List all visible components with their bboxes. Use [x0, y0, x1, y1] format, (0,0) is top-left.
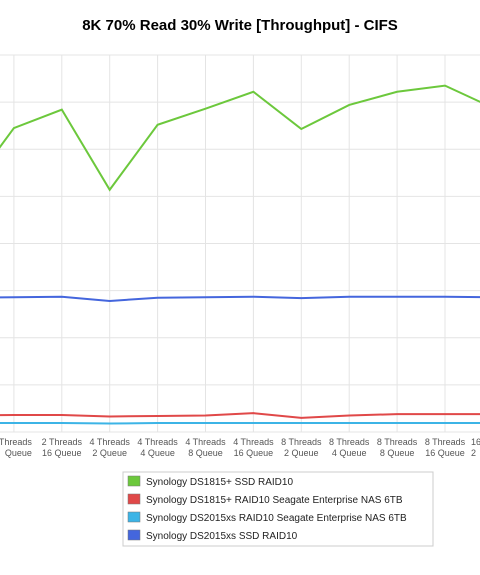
x-tick-label: 8 Threads	[377, 437, 418, 447]
x-tick-label: Queue	[5, 448, 32, 458]
x-tick-label: 4 Threads	[185, 437, 226, 447]
x-tick-label: 16	[471, 437, 480, 447]
legend-swatch	[127, 511, 141, 523]
x-tick-label: 2	[471, 448, 476, 458]
x-tick-label: 2 Queue	[92, 448, 127, 458]
x-tick-label: 8 Threads	[425, 437, 466, 447]
x-tick-label: Threads	[0, 437, 32, 447]
x-tick-label: 4 Threads	[90, 437, 131, 447]
legend-label: Synology DS2015xs RAID10 Seagate Enterpr…	[146, 513, 407, 524]
legend-label: Synology DS1815+ RAID10 Seagate Enterpri…	[146, 495, 403, 506]
x-tick-label: 8 Threads	[329, 437, 370, 447]
legend-label: Synology DS2015xs SSD RAID10	[146, 531, 298, 542]
series-line	[0, 84, 480, 192]
x-tick-label: 2 Queue	[284, 448, 319, 458]
series-line	[0, 412, 480, 419]
legend-swatch	[127, 493, 141, 505]
x-tick-label: 4 Queue	[140, 448, 175, 458]
x-tick-label: 2 Threads	[42, 437, 83, 447]
x-tick-label: 8 Queue	[188, 448, 223, 458]
x-tick-label: 4 Threads	[233, 437, 274, 447]
legend-label: Synology DS1815+ SSD RAID10	[146, 477, 293, 488]
x-tick-label: 8 Threads	[281, 437, 322, 447]
x-tick-label: 16 Queue	[234, 448, 274, 458]
legend-swatch	[127, 529, 141, 541]
series-line	[0, 295, 480, 302]
x-tick-label: 4 Queue	[332, 448, 367, 458]
chart-title: 8K 70% Read 30% Write [Throughput] - CIF…	[82, 17, 398, 34]
x-tick-label: 16 Queue	[42, 448, 82, 458]
x-tick-label: 4 Threads	[137, 437, 178, 447]
legend-box	[122, 471, 434, 547]
x-tick-label: 16 Queue	[425, 448, 465, 458]
x-tick-label: 8 Queue	[380, 448, 415, 458]
legend-swatch	[127, 475, 141, 487]
